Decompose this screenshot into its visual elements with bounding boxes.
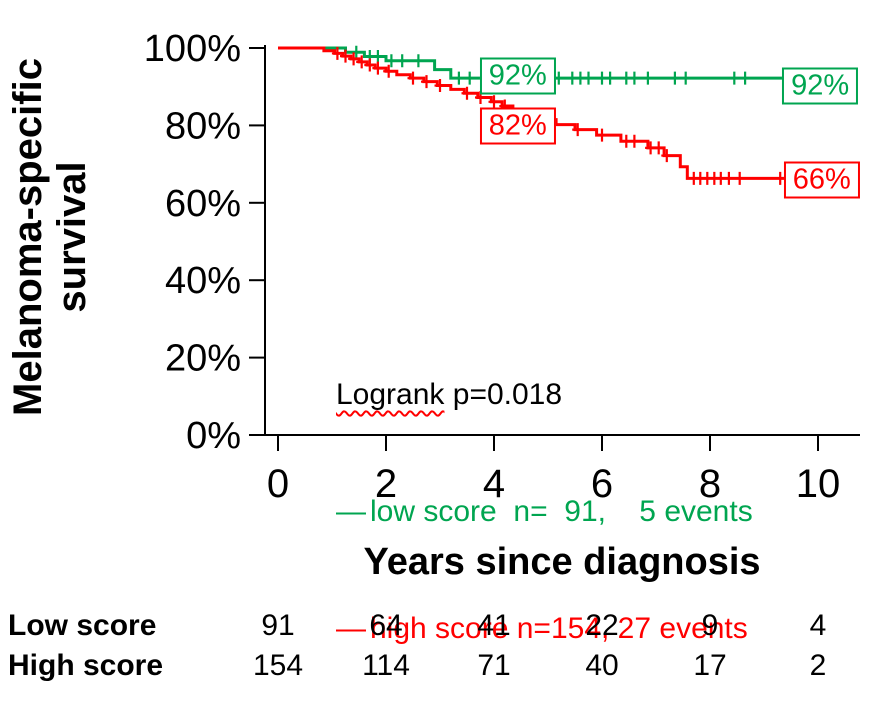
y-tick-label: 80% [165,105,241,147]
legend-item-low: — low score n= 91, 5 events [336,492,753,531]
censor-mark [434,79,446,93]
risk-count: 114 [362,649,410,682]
risk-count: 40 [585,649,619,682]
censor-mark [572,123,584,137]
censor-mark [383,64,395,78]
censor-mark [669,71,681,85]
x-tick-label: 10 [796,462,841,506]
legend-line-swatch-high-icon: — [336,612,366,645]
legend-item-high: — high score n=154, 27 events [336,609,753,648]
censor-mark [723,171,735,185]
risk-count: 17 [693,649,727,682]
censor-mark [734,171,746,185]
annotation-label: 66% [783,161,860,199]
y-axis-title-line1: Melanoma-specific [6,58,50,416]
censor-mark [356,55,368,69]
legend: Logrank p=0.018 — low score n= 91, 5 even… [336,297,753,726]
annotation-label: 92% [782,67,859,105]
censor-mark [583,71,594,85]
x-tick-label: 6 [591,462,613,506]
y-tick-label: 40% [165,260,241,302]
censor-mark [407,71,419,85]
y-tick-label: 0% [186,415,241,457]
risk-count: 2 [809,649,827,682]
censor-mark [340,49,351,63]
censor-mark [372,50,384,64]
risk-row-label: High score [8,649,164,682]
logrank-word: Logrank [336,378,445,411]
censor-mark [421,75,432,89]
censor-mark [348,52,360,66]
y-axis-title: Melanoma-specific survival [6,7,98,467]
censor-mark [728,71,740,85]
censor-mark [350,45,362,59]
censor-mark [596,128,608,142]
risk-count: 41 [477,609,511,642]
risk-count: 154 [252,649,304,682]
risk-count: 64 [369,609,403,642]
risk-count: 9 [701,609,719,642]
risk-row-label: Low score [8,609,157,642]
censor-mark [604,71,616,85]
censor-mark [372,61,384,75]
x-tick-label: 0 [267,462,289,506]
censor-mark [488,95,500,109]
censor-mark [680,71,692,85]
legend-line-swatch-low-icon: — [336,495,366,528]
y-tick-label: 20% [165,338,241,380]
censor-mark [628,71,640,85]
censor-mark [364,58,376,72]
censor-mark [412,54,424,68]
annotation-label: 82% [479,107,556,145]
risk-count: 4 [809,609,827,642]
censor-mark [464,71,476,85]
legend-label-low: low score n= 91, 5 events [370,495,753,528]
risk-count: 71 [477,649,511,682]
logrank-text: Logrank p=0.018 [336,375,753,414]
censor-mark [331,46,343,60]
censor-mark [453,71,465,85]
risk-count: 91 [261,609,295,642]
censor-mark [396,54,408,68]
censor-mark [642,71,654,85]
logrank-pvalue: p=0.018 [444,378,563,411]
censor-mark [385,54,397,68]
censor-mark [653,141,665,155]
x-tick-label: 2 [375,462,397,506]
censor-mark [661,149,673,163]
plot-svg: 100% 80% 60% 40% 20% 0% 0 2 4 6 8 10 [144,28,860,506]
annotation-label: 92% [479,57,556,95]
y-tick-label: 60% [165,183,241,225]
risk-count: 22 [585,609,619,642]
y-axis-title-line2: survival [50,161,94,313]
censor-mark [461,86,473,100]
x-tick-label: 8 [699,462,721,506]
y-tick-label: 100% [144,28,241,70]
x-axis-title: Years since diagnosis [363,541,761,583]
x-tick-label: 4 [483,462,505,506]
censor-mark [628,134,640,148]
censor-mark [739,71,751,85]
legend-label-high: high score n=154, 27 events [370,612,748,645]
